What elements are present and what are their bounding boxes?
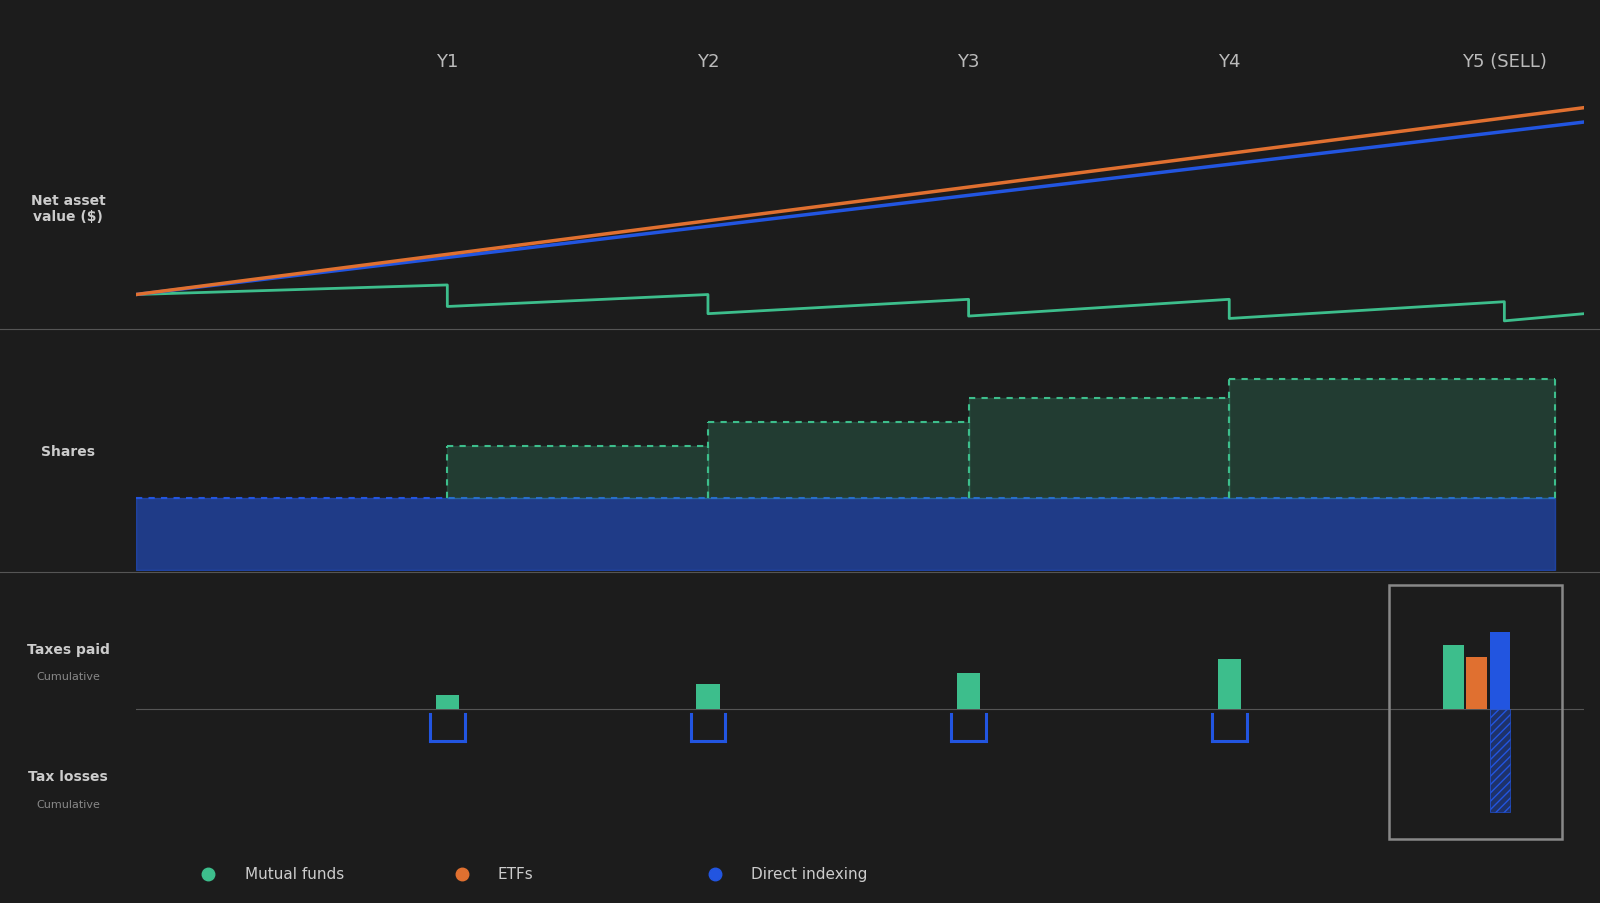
Text: Y3: Y3 (957, 53, 979, 70)
Text: Y1: Y1 (437, 53, 459, 70)
Text: Y2: Y2 (696, 53, 720, 70)
Bar (1389, 586, 1562, 840)
Bar (1490, 632, 1510, 709)
Text: Cumulative: Cumulative (37, 671, 99, 682)
Bar (1467, 657, 1488, 709)
Bar (696, 684, 720, 709)
Text: Taxes paid: Taxes paid (27, 642, 109, 656)
Bar (1490, 709, 1510, 813)
Bar (435, 695, 459, 709)
Text: Net asset
value ($): Net asset value ($) (30, 194, 106, 224)
Bar (957, 673, 981, 709)
Text: Tax losses: Tax losses (29, 769, 107, 784)
Text: Direct indexing: Direct indexing (752, 866, 867, 881)
Text: ETFs: ETFs (498, 866, 534, 881)
Bar (1218, 659, 1242, 709)
Text: Cumulative: Cumulative (37, 798, 99, 809)
Text: Shares: Shares (42, 444, 94, 458)
Text: Y5 (SELL): Y5 (SELL) (1462, 53, 1547, 70)
Text: Mutual funds: Mutual funds (245, 866, 344, 881)
Bar (1443, 645, 1464, 709)
Text: Y4: Y4 (1218, 53, 1240, 70)
Bar (1490, 709, 1510, 813)
